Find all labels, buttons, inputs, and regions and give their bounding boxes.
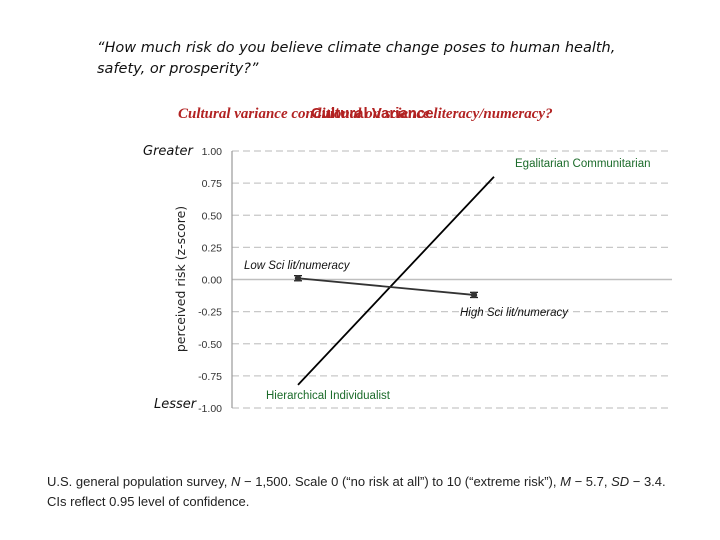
y-tick-label: -0.50 xyxy=(198,339,222,351)
y-tick-label: -0.75 xyxy=(198,371,222,383)
footnote-text: − 1,500. Scale 0 (“no risk at all”) to 1… xyxy=(240,474,561,489)
y-tick-label: -1.00 xyxy=(198,403,222,415)
series-line-cultural xyxy=(297,176,495,386)
annotation-label: High Sci lit/numeracy xyxy=(460,307,569,319)
chart-subtitle: Cultural variance conditional on science… xyxy=(178,105,578,128)
data-point xyxy=(294,275,302,282)
subtitle-overlap-text: Cultural Variance xyxy=(311,105,434,122)
footnote-text: − 5.7, xyxy=(570,474,612,489)
annotation-label: Hierarchical Individualist xyxy=(266,390,391,402)
y-tick-label: 0.75 xyxy=(202,178,223,190)
y-tick-label: 1.00 xyxy=(202,146,223,158)
footnote-sd-label: SD xyxy=(611,474,630,489)
subtitle-text: Cultural variance conditional on science… xyxy=(178,106,553,122)
footnote-text: − 3.4. CIs reflect 0.95 level of confide… xyxy=(47,474,666,509)
survey-question: “How much risk do you believe climate ch… xyxy=(97,40,616,77)
y-tick-label: -0.25 xyxy=(198,307,222,319)
y-tick-label: 0.50 xyxy=(202,210,223,222)
footnote-text: U.S. general population survey, xyxy=(47,474,232,489)
data-point xyxy=(470,291,478,299)
footnote-m-label: M xyxy=(560,474,571,489)
series-line-scilit xyxy=(297,277,475,296)
annotation-label: Low Sci lit/numeracy xyxy=(244,260,351,272)
annotation-label: Egalitarian Communitarian xyxy=(515,158,651,170)
y-tick-label: 0.00 xyxy=(202,275,223,287)
y-end-label-greater: Greater xyxy=(143,144,193,159)
y-tick-label: 0.25 xyxy=(202,242,223,254)
footnote-n-label: N xyxy=(231,474,241,489)
footnote: U.S. general population survey, N − 1,50… xyxy=(47,472,677,512)
y-end-label-lesser: Lesser xyxy=(154,397,197,412)
